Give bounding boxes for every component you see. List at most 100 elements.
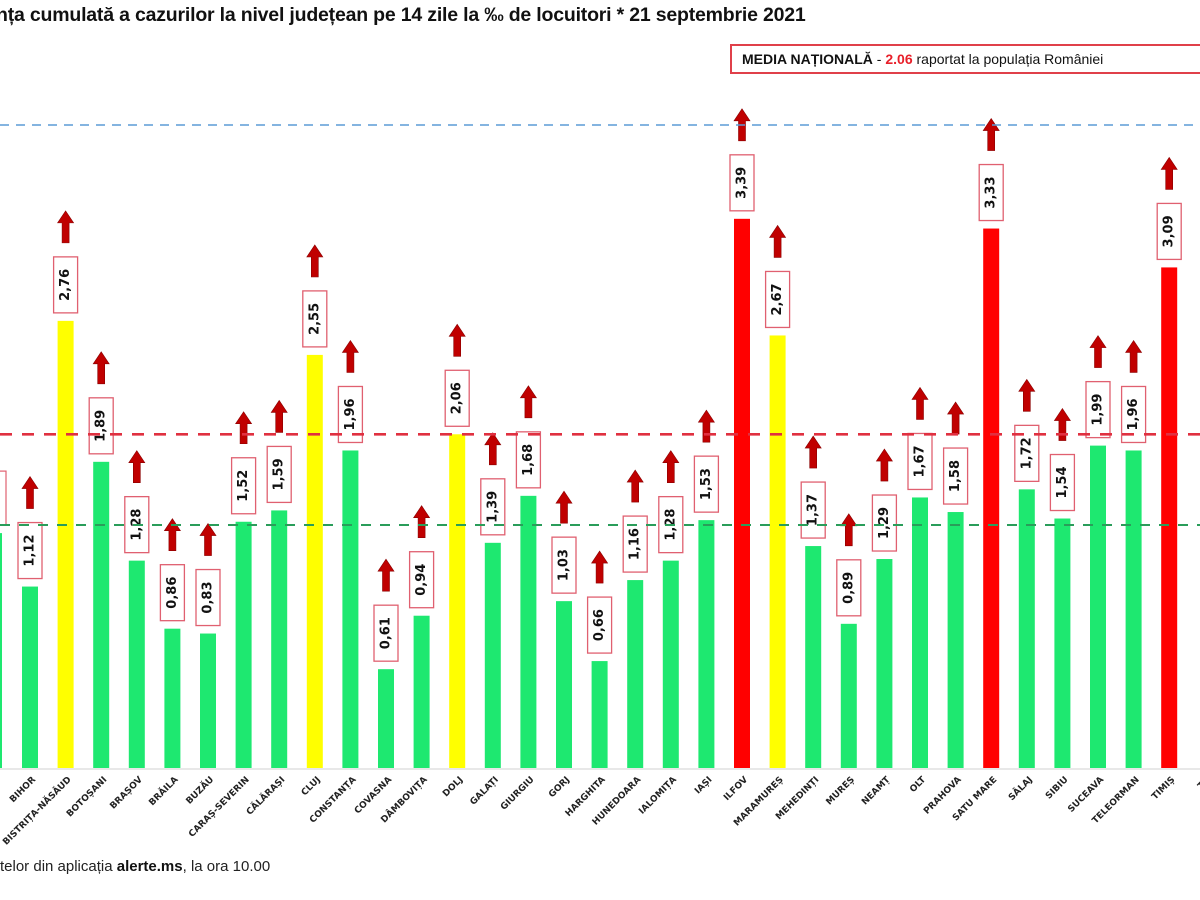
value-label: 1,37 [806, 494, 821, 526]
value-label: 1,99 [1091, 394, 1106, 426]
bar-sibiu [1054, 518, 1071, 768]
x-tick-label: SĂLAJ [1006, 774, 1035, 803]
value-label: 1,58 [948, 460, 963, 492]
x-tick-label: BRĂILA [146, 774, 181, 809]
value-label-box [729, 154, 755, 212]
x-tick-label: MUREȘ [825, 775, 857, 807]
trend-up-arrow-icon [1125, 339, 1143, 373]
value-label-box [800, 481, 826, 539]
bar-timiș [1161, 267, 1178, 768]
value-label: 1,67 [913, 445, 928, 477]
trend-up-arrow-icon [57, 210, 75, 244]
trend-up-arrow-icon [270, 399, 288, 433]
trend-up-arrow-icon [555, 490, 573, 524]
value-label-box [195, 568, 221, 627]
bar-olt [912, 497, 928, 768]
value-label-box [942, 447, 969, 505]
value-label: 1,12 [23, 535, 38, 567]
trend-up-arrow-icon [128, 450, 146, 483]
trend-up-arrow-icon [947, 401, 965, 435]
value-label: 1,03 [557, 549, 572, 581]
trend-up-arrow-icon [1160, 156, 1178, 190]
value-label-box [266, 445, 292, 504]
bar-maramureș [769, 335, 786, 768]
x-tick-label: CĂLĂRAȘI [243, 774, 287, 818]
bar-bistrița-năsăud [57, 320, 74, 768]
trend-up-arrow-icon [448, 323, 466, 357]
bar-mehedinți [805, 546, 822, 768]
trend-up-arrow-icon [341, 339, 359, 373]
bar-călărași [271, 510, 288, 768]
bar-hunedoara [627, 580, 644, 768]
trend-up-arrow-icon [911, 386, 929, 420]
trend-up-arrow-icon [769, 224, 787, 258]
x-tick-label: BISTRIȚA-NĂSĂUD [0, 774, 74, 848]
footnote-source: alerte.ms [116, 858, 183, 875]
value-label: 1,39 [485, 491, 500, 523]
bar-botoșani [93, 461, 110, 768]
value-label-box [1156, 202, 1182, 261]
trend-up-arrow-icon [306, 244, 324, 278]
trend-up-arrow-icon [1053, 407, 1071, 441]
x-tick-label: BRAȘOV [108, 775, 145, 812]
national-average-value: 2.06 [885, 51, 913, 67]
trend-up-arrow-icon [804, 435, 822, 469]
trend-up-arrow-icon [840, 513, 858, 547]
trend-up-arrow-icon [163, 518, 181, 551]
value-label-box [373, 604, 399, 662]
x-tick-label: CARAȘ-SEVERIN [187, 775, 252, 840]
x-tick-label: GALAȚI [469, 775, 501, 807]
x-tick-label: IAȘI [693, 775, 714, 796]
bar-brașov [128, 560, 145, 768]
trend-up-arrow-icon [662, 450, 680, 483]
value-label-box [444, 369, 470, 427]
value-label-box [978, 163, 1004, 222]
trend-up-arrow-icon [199, 522, 217, 556]
x-tick-label: BIHOR [8, 775, 38, 805]
value-label-box [515, 431, 542, 489]
trend-up-arrow-icon [92, 351, 110, 385]
trend-up-arrow-icon [875, 448, 893, 482]
national-average-box: MEDIA NAȚIONALĂ - 2.06 raportat la popul… [730, 44, 1200, 74]
value-label-box [871, 494, 898, 552]
value-label-box [551, 536, 577, 594]
bar-bihor [22, 586, 38, 768]
value-label: 2,67 [770, 283, 785, 315]
value-label: 0,66 [592, 609, 607, 641]
trend-up-arrow-icon [697, 409, 715, 443]
x-tick-label: CLUJ [300, 775, 323, 798]
trend-up-arrow-icon [413, 505, 431, 539]
trend-up-arrow-icon [377, 558, 395, 592]
value-label: 1,96 [1126, 398, 1141, 430]
value-label: 0,83 [201, 582, 216, 614]
value-label: 2,55 [307, 303, 322, 335]
bar-neamț [876, 559, 893, 768]
trend-up-arrow-icon [591, 550, 609, 584]
value-label-box [1085, 380, 1111, 439]
trend-up-arrow-icon [21, 476, 39, 509]
value-label: 0,61 [379, 617, 394, 649]
value-label: 1,72 [1019, 437, 1034, 469]
trend-up-arrow-icon [1018, 378, 1036, 412]
value-label: 3,09 [1162, 215, 1177, 247]
trend-up-arrow-icon [519, 385, 537, 419]
bar-galați [484, 542, 501, 768]
bar-satu mare [983, 228, 1000, 769]
value-label: 3,39 [735, 167, 750, 199]
value-label-box [52, 256, 79, 314]
bar-caraș-severin [235, 521, 252, 768]
value-label-box [88, 397, 114, 455]
value-label: 1,16 [628, 528, 643, 560]
bar-prahova [947, 512, 964, 768]
bar-cluj [306, 354, 323, 768]
bar-buzău [200, 633, 216, 768]
bar-dâmbovița [413, 615, 430, 768]
x-tick-label: DOLJ [441, 775, 465, 799]
value-label-box-cropped [0, 470, 7, 526]
value-label: 0,86 [165, 577, 180, 609]
value-label-box [408, 551, 435, 609]
footnote-suffix: , la ora 10.00 [182, 858, 271, 875]
value-label: 1,89 [94, 410, 109, 442]
source-footnote: telor din aplicația alerte.ms, la ora 10… [0, 858, 270, 875]
